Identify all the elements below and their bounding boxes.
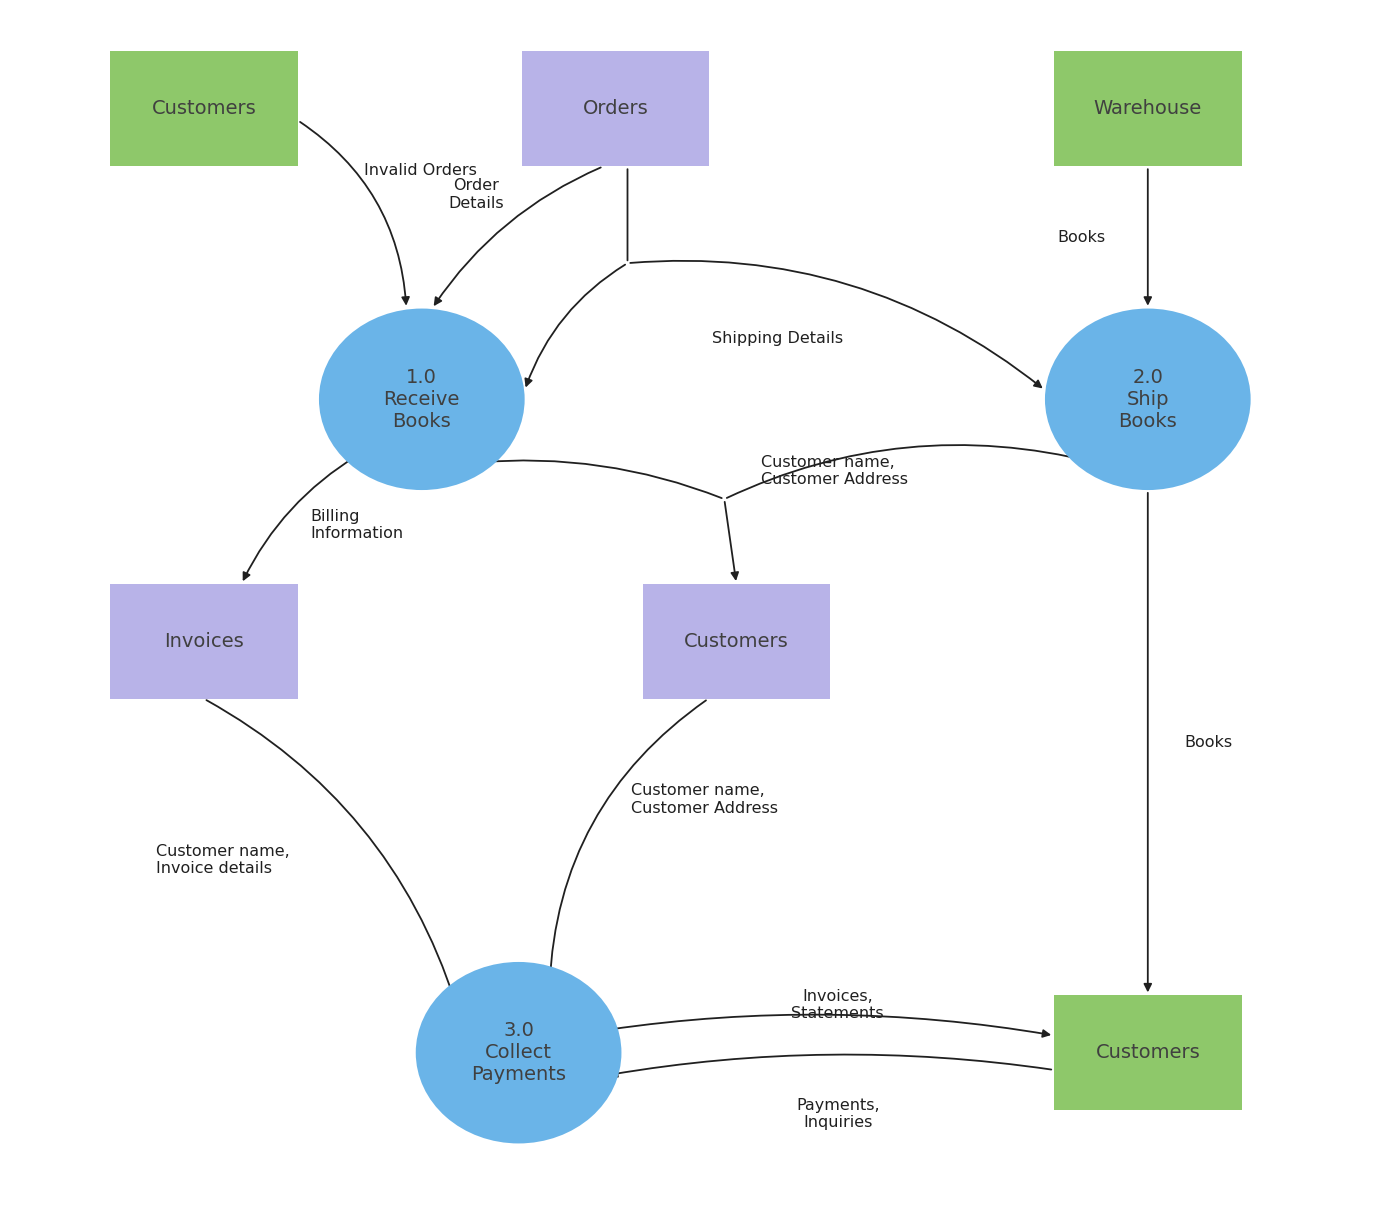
FancyBboxPatch shape <box>110 584 297 699</box>
Text: Customers: Customers <box>1095 1043 1200 1062</box>
Text: Customers: Customers <box>151 99 256 119</box>
Text: Payments,
Inquiries: Payments, Inquiries <box>795 1099 879 1130</box>
Text: Invoices,
Statements: Invoices, Statements <box>791 989 883 1021</box>
Text: Shipping Details: Shipping Details <box>713 332 843 346</box>
Text: Invalid Orders: Invalid Orders <box>365 163 477 178</box>
Text: Customer name,
Invoice details: Customer name, Invoice details <box>155 845 289 876</box>
FancyBboxPatch shape <box>110 51 297 167</box>
Text: Customers: Customers <box>684 632 788 651</box>
Text: Orders: Orders <box>582 99 648 119</box>
Ellipse shape <box>416 962 622 1143</box>
FancyBboxPatch shape <box>522 51 709 167</box>
Text: Customer name,
Customer Address: Customer name, Customer Address <box>761 455 908 488</box>
Ellipse shape <box>319 309 524 490</box>
Text: Invoices: Invoices <box>164 632 244 651</box>
Text: Order
Details: Order Details <box>449 178 504 211</box>
Text: 1.0
Receive
Books: 1.0 Receive Books <box>384 368 460 431</box>
Text: Billing
Information: Billing Information <box>310 509 403 542</box>
FancyBboxPatch shape <box>1054 51 1241 167</box>
Text: 3.0
Collect
Payments: 3.0 Collect Payments <box>471 1021 566 1084</box>
Text: Books: Books <box>1057 230 1105 244</box>
Text: Warehouse: Warehouse <box>1094 99 1201 119</box>
FancyBboxPatch shape <box>643 584 830 699</box>
Ellipse shape <box>1044 309 1251 490</box>
Text: Customer name,
Customer Address: Customer name, Customer Address <box>630 784 777 816</box>
FancyBboxPatch shape <box>1054 995 1241 1111</box>
Text: Books: Books <box>1185 736 1233 750</box>
Text: 2.0
Ship
Books: 2.0 Ship Books <box>1119 368 1178 431</box>
